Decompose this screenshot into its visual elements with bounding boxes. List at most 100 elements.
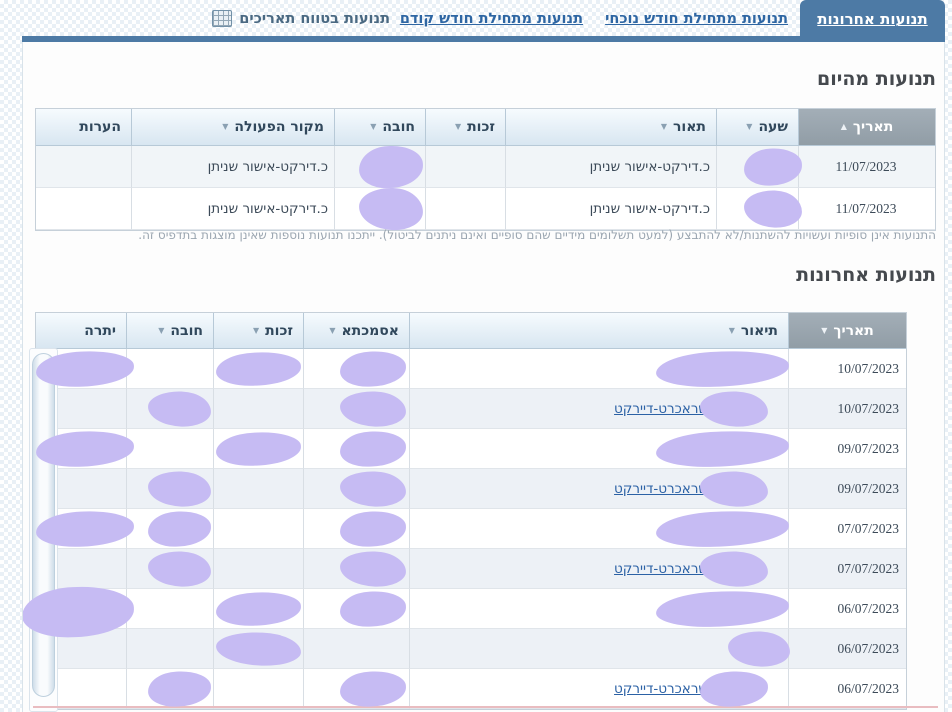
redaction-blob bbox=[727, 629, 791, 668]
column-header-time[interactable]: שעה ▼ bbox=[716, 109, 798, 146]
redaction-blob bbox=[339, 469, 407, 508]
cell-ref bbox=[303, 429, 409, 469]
column-header-credit[interactable]: זכות ▼ bbox=[213, 313, 303, 349]
cell-time bbox=[716, 188, 803, 230]
transaction-description-link[interactable]: שראכרט-דיירקט bbox=[614, 400, 708, 417]
redaction-blob bbox=[147, 509, 212, 548]
transaction-description-link[interactable]: שראכרט-דיירקט bbox=[614, 480, 708, 497]
table-row: 10/07/2023 bbox=[35, 348, 906, 389]
redaction-blob bbox=[339, 349, 407, 388]
redaction-blob bbox=[339, 589, 407, 628]
cell-desc: כ.דירקט-אישור שניתן bbox=[505, 188, 716, 230]
cell-date: 06/07/2023 bbox=[788, 589, 906, 629]
column-header-label: אסמכתא bbox=[341, 322, 399, 339]
redaction-blob bbox=[215, 590, 302, 627]
cell-date: 07/07/2023 bbox=[788, 509, 906, 549]
cell-credit bbox=[213, 509, 303, 549]
tab-previous-month[interactable]: תנועות מתחילת חודש קודם bbox=[399, 11, 583, 27]
cell-time bbox=[716, 146, 803, 188]
tab-current-month[interactable]: תנועות מתחילת חודש נוכחי bbox=[605, 11, 788, 27]
content-panel: תנועות מהיום תאריך▲ שעה▼ תאור▼ זכות▼ חובה▼ מק… bbox=[22, 42, 945, 712]
cell-desc bbox=[409, 428, 790, 469]
column-header-source[interactable]: מקור הפעולה ▼ bbox=[131, 109, 334, 146]
column-header-debit[interactable]: חובה ▼ bbox=[126, 313, 213, 349]
column-header-desc[interactable]: תיאור ▼ bbox=[409, 313, 788, 349]
redaction-blob bbox=[699, 469, 769, 508]
cell-desc: שראכרט-דיירקט bbox=[409, 389, 788, 429]
column-header-label: תיאור bbox=[740, 322, 778, 339]
redaction-blob bbox=[699, 389, 769, 428]
redaction-blob bbox=[655, 588, 790, 629]
sort-asc-icon: ▲ bbox=[840, 122, 847, 131]
table-row: 06/07/2023 שראכרט-דיירקט bbox=[36, 669, 906, 709]
tab-date-range[interactable]: תנועות בטווח תאריכים bbox=[212, 10, 390, 27]
table-row: 09/07/2023 שראכרט-דיירקט bbox=[36, 469, 906, 509]
cell-date: 07/07/2023 bbox=[788, 549, 906, 589]
redaction-blob bbox=[699, 669, 769, 708]
cell-ref bbox=[303, 349, 409, 389]
cell-desc: שראכרט-דיירקט bbox=[409, 669, 788, 709]
cell-balance bbox=[36, 389, 126, 429]
cell-debit bbox=[126, 389, 213, 429]
calendar-icon bbox=[212, 10, 233, 27]
column-header-desc[interactable]: תאור ▼ bbox=[505, 109, 716, 146]
column-header-balance[interactable]: יתרה bbox=[36, 313, 126, 349]
header-row: תאריך ▼ תיאור ▼ אסמכתא ▼ זכות ▼ חובה ▼ יתרה bbox=[36, 313, 906, 349]
column-header-label: הערות bbox=[79, 119, 121, 135]
redaction-blob bbox=[147, 469, 212, 508]
redaction-blob bbox=[339, 549, 407, 588]
sort-desc-icon: ▼ bbox=[329, 325, 336, 335]
column-header-label: יתרה bbox=[84, 322, 116, 339]
sort-desc-icon: ▼ bbox=[222, 122, 229, 131]
cell-desc bbox=[409, 508, 790, 549]
cell-ref bbox=[303, 509, 409, 549]
cell-desc bbox=[409, 629, 791, 669]
table-row: 07/07/2023 שראכרט-דיירקט bbox=[36, 549, 906, 589]
column-header-debit[interactable]: חובה ▼ bbox=[334, 109, 425, 146]
cell-ref bbox=[303, 389, 409, 429]
table-row: 07/07/2023 bbox=[35, 508, 906, 549]
cell-debit bbox=[126, 509, 213, 549]
column-header-label: זכות bbox=[265, 322, 293, 339]
table-row: 11/07/2023 כ.דירקט-אישור שניתן כ.דירקט-איש… bbox=[36, 186, 935, 231]
cell-date: 06/07/2023 bbox=[788, 629, 906, 669]
sort-desc-icon: ▼ bbox=[660, 122, 667, 131]
cell-ref bbox=[303, 589, 409, 629]
column-header-ref[interactable]: אסמכתא ▼ bbox=[303, 313, 409, 349]
sort-desc-icon: ▼ bbox=[746, 122, 753, 131]
sort-desc-icon: ▼ bbox=[370, 122, 377, 131]
cell-date: 09/07/2023 bbox=[788, 429, 906, 469]
cell-desc bbox=[409, 588, 790, 629]
column-header-credit[interactable]: זכות ▼ bbox=[425, 109, 505, 146]
header-row: תאריך ▲ שעה ▼ תאור ▼ זכות ▼ חובה ▼ מקור הפעולה ▼ הער… bbox=[36, 109, 935, 146]
redaction-blob bbox=[655, 428, 790, 469]
cell-credit bbox=[213, 589, 303, 629]
cell-credit bbox=[213, 389, 303, 429]
cell-credit bbox=[425, 146, 505, 188]
redaction-blob bbox=[699, 549, 769, 588]
cell-credit bbox=[213, 469, 303, 509]
cell-credit bbox=[213, 549, 303, 589]
cell-notes bbox=[36, 188, 131, 230]
cell-credit bbox=[213, 669, 303, 709]
redaction-blob bbox=[339, 509, 407, 548]
cell-debit bbox=[126, 469, 213, 509]
redaction-blob bbox=[655, 508, 790, 549]
tab-recent-transactions[interactable]: תנועות אחרונות bbox=[800, 0, 945, 42]
cell-debit bbox=[126, 589, 213, 629]
redaction-blob bbox=[215, 430, 302, 467]
column-header-date[interactable]: תאריך ▼ bbox=[788, 313, 906, 349]
table-row: 09/07/2023 bbox=[35, 428, 906, 469]
cell-notes bbox=[36, 146, 131, 188]
redaction-blob bbox=[655, 348, 790, 389]
redaction-blob bbox=[743, 188, 803, 229]
column-header-date[interactable]: תאריך ▲ bbox=[798, 109, 935, 146]
transaction-description-link[interactable]: שראכרט-דיירקט bbox=[614, 680, 708, 697]
column-header-notes[interactable]: הערות bbox=[36, 109, 131, 146]
cell-debit bbox=[126, 669, 213, 709]
cell-balance bbox=[36, 669, 126, 709]
tab-date-range-label: תנועות בטווח תאריכים bbox=[239, 10, 390, 27]
transaction-description-link[interactable]: שראכרט-דיירקט bbox=[614, 560, 708, 577]
bottom-highlight-line bbox=[33, 706, 938, 708]
cell-date: 09/07/2023 bbox=[788, 469, 906, 509]
